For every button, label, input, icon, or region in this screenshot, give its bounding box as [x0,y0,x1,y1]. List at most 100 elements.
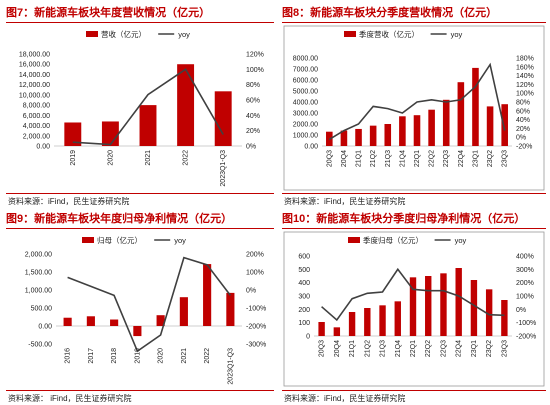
left-axis-tick-label: -500.00 [28,342,52,349]
bar [442,99,450,146]
left-axis-tick-label: 6,000.00 [23,113,50,120]
left-axis-tick-label: 0 [306,334,310,341]
legend-line-label: yoy [174,236,186,245]
category-label: 2020 [158,348,165,364]
category-label: 21Q2 [364,340,371,357]
right-axis-tick-label: 80% [516,100,530,107]
legend-bar-swatch [86,31,98,37]
right-axis-tick-label: 0% [516,135,526,142]
right-axis-tick-label: 40% [516,117,530,124]
panel-divider [282,193,546,194]
bar [133,326,142,337]
category-label: 21Q2 [370,150,377,167]
category-label: 21Q1 [356,150,363,167]
legend-line-label: yoy [455,236,467,245]
category-label: 2022 [204,348,211,364]
bar [455,268,462,336]
category-label: 21Q4 [399,150,406,167]
bar [470,280,478,336]
legend-bar-label: 归母（亿元） [97,235,142,245]
bar [501,300,508,336]
bar [379,305,386,336]
source-note: 资料来源： iFind，民生证券研究院 [8,394,132,403]
category-label: 21Q3 [385,150,392,167]
category-label: 2020 [107,150,114,166]
legend-bar-swatch [348,237,360,243]
category-label: 22Q4 [456,340,463,357]
panel-divider [6,193,274,194]
bar [63,317,72,326]
source-note: 资料来源：iFind，民生证券研究院 [284,394,406,403]
left-axis-tick-label: 18,000.00 [19,52,50,59]
bar [214,91,232,146]
left-axis-tick-label: 1000.00 [293,133,318,140]
category-label: 22Q3 [443,150,450,167]
left-axis-tick-label: 2000.00 [293,122,318,129]
left-axis-tick-label: 0.00 [38,324,52,331]
right-axis-tick-label: 60% [246,98,260,105]
legend-bar-swatch [344,31,356,37]
yoy-line [328,62,506,141]
category-label: 22Q2 [429,150,436,167]
right-axis-tick-label: 20% [516,126,530,133]
panel-divider [282,390,546,391]
legend-line-label: yoy [451,30,463,39]
bar [86,316,95,326]
bar [355,128,362,146]
bar [457,82,465,146]
left-axis-tick-label: 8,000.00 [23,103,50,110]
left-axis-tick-label: 0.00 [36,144,50,151]
category-label: 23Q3 [502,150,509,167]
legend-line-label: yoy [178,30,190,39]
chart-border [283,25,545,191]
category-label: 2018 [111,348,118,364]
bar [333,327,341,336]
bar [139,105,157,146]
source-note: 资料来源：iFind，民生证券研究院 [284,197,406,206]
legend-bar-swatch [82,237,94,243]
category-label: 2023Q1-Q3 [220,150,227,187]
bar [485,289,493,336]
bar [101,121,119,146]
right-axis-tick-label: -200% [516,334,536,341]
bar [156,315,165,326]
panel-title: 图7：新能源车板块年度营收情况（亿元） [6,4,274,23]
right-axis-tick-label: 0% [246,144,256,151]
right-axis-tick-label: 100% [516,91,534,98]
bar [348,312,356,336]
right-axis-tick-label: 160% [516,64,534,71]
right-axis-tick-label: 100% [516,294,534,301]
right-axis-tick-label: 0% [516,307,526,314]
left-axis-tick-label: 10,000.00 [19,92,50,99]
bar [110,319,119,326]
category-label: 22Q2 [425,340,432,357]
category-label: 2016 [65,348,72,364]
bar [399,116,406,146]
bar [486,106,494,146]
legend-bar-label: 季度营收（亿元） [359,29,419,39]
bar [369,125,377,146]
left-axis-tick-label: 200 [298,307,310,314]
category-label: 21Q1 [349,340,356,357]
category-label: 21Q3 [380,340,387,357]
panel-divider [6,390,274,391]
left-axis-tick-label: 400 [298,280,310,287]
category-label: 2019 [134,348,141,364]
right-axis-tick-label: -100% [246,306,266,313]
right-axis-tick-label: 300% [516,267,534,274]
right-axis-tick-label: 120% [516,82,534,89]
right-axis-tick-label: 400% [516,254,534,261]
bar [394,301,401,336]
right-axis-tick-label: 180% [516,56,534,63]
bar [226,292,235,326]
category-label: 2022 [183,150,190,166]
right-axis-tick-label: 60% [516,108,530,115]
right-axis-tick-label: 120% [246,52,264,59]
left-axis-tick-label: 1,000.00 [25,288,52,295]
left-axis-tick-label: 600 [298,254,310,261]
legend-bar-label: 营收（亿元） [101,29,146,39]
quarterly-revenue-chart: 0.00 1000.00 2000.00 3000.00 4000.00 5000.00 6… [283,25,545,191]
right-axis-tick-label: 20% [246,128,260,135]
right-axis-tick-label: 100% [246,67,264,74]
bar [364,308,371,336]
